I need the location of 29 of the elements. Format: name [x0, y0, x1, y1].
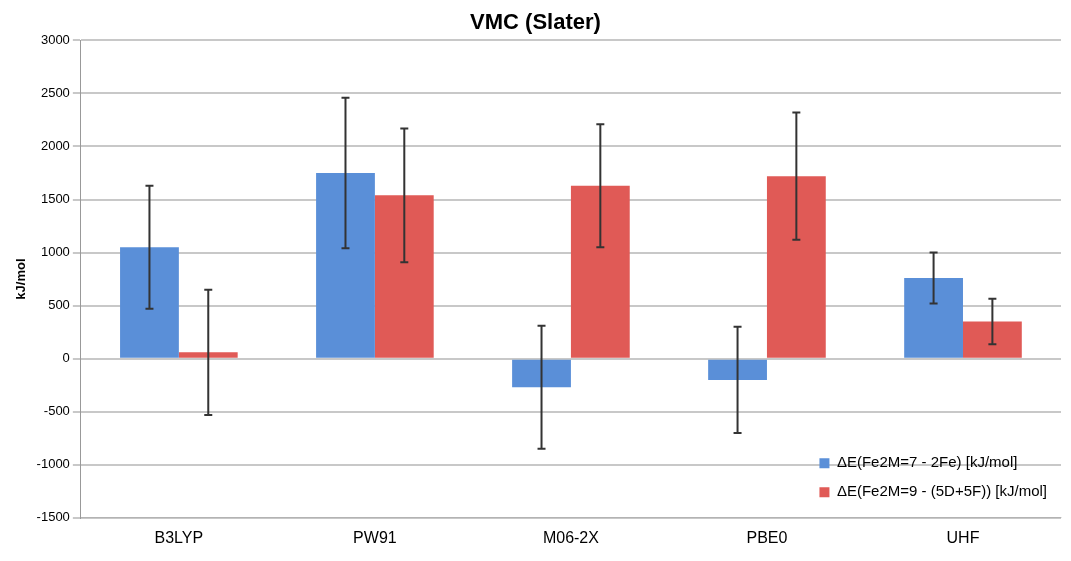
bar — [570, 185, 630, 358]
x-tick-label: PBE0 — [746, 528, 788, 546]
bar — [904, 278, 963, 358]
y-tick-label: 500 — [48, 297, 70, 313]
bar — [120, 247, 179, 358]
chart-title: VMC (Slater) — [470, 9, 601, 35]
y-tick-label: -1000 — [36, 456, 70, 472]
y-tick-label: -500 — [43, 403, 70, 419]
y-tick-label: -1500 — [36, 509, 70, 525]
x-tick-label: B3LYP — [154, 528, 204, 546]
bar — [178, 352, 238, 358]
y-axis-title: kJ/mol — [13, 258, 29, 300]
x-tick-label: UHF — [946, 528, 980, 546]
y-tick-label: 0 — [62, 350, 70, 366]
legend-label: ΔE(Fe2M=9 - (5D+5F)) [kJ/mol] — [836, 482, 1047, 500]
bar — [374, 195, 434, 358]
bar — [962, 321, 1022, 358]
y-tick-label: 1000 — [40, 244, 70, 260]
y-tick-label: 3000 — [40, 31, 70, 47]
y-tick-label: 1500 — [40, 191, 70, 207]
y-tick-label: 2500 — [40, 85, 70, 101]
legend-label: ΔE(Fe2M=7 - 2Fe) [kJ/mol] — [836, 453, 1018, 471]
y-tick-label: 2000 — [40, 138, 70, 154]
bar — [316, 173, 375, 358]
bar — [766, 176, 826, 358]
x-tick-label: PW91 — [353, 528, 397, 546]
bar — [708, 359, 767, 380]
x-tick-label: M06-2X — [542, 528, 600, 546]
bar — [512, 359, 571, 388]
